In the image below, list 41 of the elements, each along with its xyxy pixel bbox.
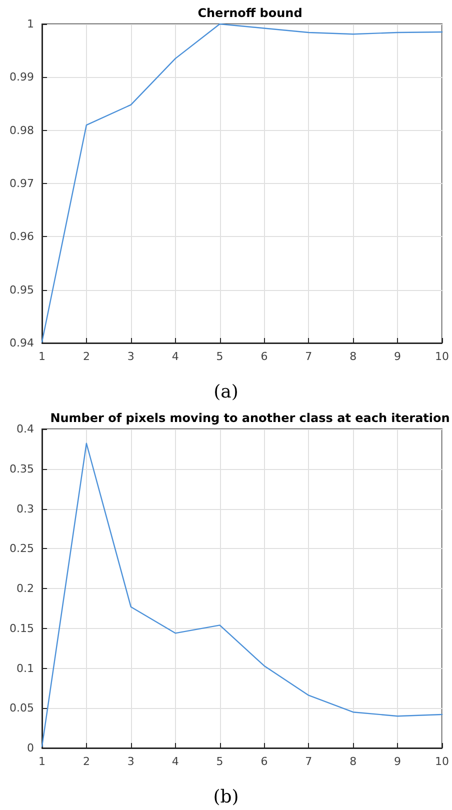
y-tick-label: 0.05 [10,702,34,715]
y-tick-label: 0.15 [10,622,34,635]
x-tick-label: 1 [38,350,46,363]
x-tick-label: 9 [394,755,402,768]
x-tick-label: 10 [435,350,449,363]
text: (b) [213,786,239,808]
y-tick-label: 0.1 [16,662,34,675]
chart-title: Number of pixels moving to another class at each iteration [50,411,450,425]
y-tick-label: 0.97 [10,177,34,190]
y-tick-label: 0.98 [10,124,34,137]
x-tick-label: 5 [216,350,224,363]
y-tick-label: 0.99 [10,70,34,84]
x-tick-label: 8 [350,350,357,363]
x-tick-label: 6 [260,755,268,768]
y-tick-label: 0.95 [10,283,34,296]
x-tick-label: 10 [435,755,449,768]
y-tick-label: 0.94 [10,336,34,350]
x-tick-label: 7 [305,350,312,363]
y-tick-label: 0.4 [16,422,34,436]
x-tick-label: 2 [82,755,90,768]
x-tick-label: 6 [260,350,268,363]
x-tick-label: 4 [172,755,179,768]
text: (a) [214,382,238,402]
x-tick-label: 4 [172,350,179,363]
x-tick-label: 3 [127,350,134,363]
y-tick-label: 0.25 [10,542,34,556]
x-tick-label: 2 [82,350,90,363]
line-series [41,23,443,343]
x-tick-label: 5 [216,755,224,768]
x-tick-label: 7 [305,755,312,768]
y-tick-label: 1 [27,18,34,30]
x-tick-label: 8 [350,755,357,768]
chart-title: Chernoff bound [198,6,302,20]
y-tick-label: 0.2 [16,582,34,595]
x-tick-label: 3 [127,755,134,768]
x-tick-label: 9 [394,350,402,363]
y-tick-label: 0.3 [16,502,34,516]
y-tick-label: 0.96 [10,230,34,244]
y-tick-label: 0.35 [10,462,34,476]
x-tick-label: 1 [38,755,46,768]
y-tick-label: 0 [27,742,34,754]
